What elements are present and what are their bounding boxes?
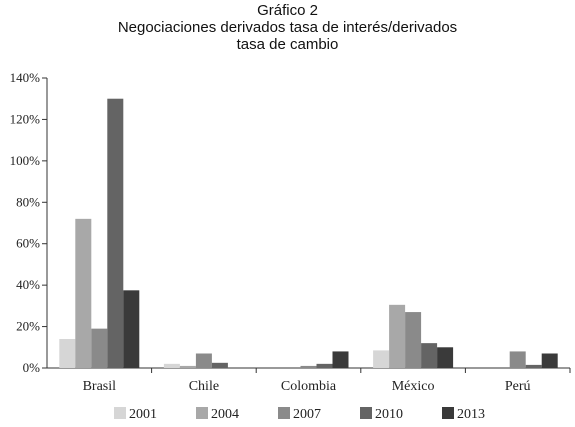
x-category-label: México	[392, 379, 435, 394]
legend-swatch-2013	[442, 407, 454, 419]
bar-chile-2010	[211, 362, 228, 368]
chart-subtitle-line-2: tasa de cambio	[236, 36, 339, 53]
chart-title: Gráfico 2	[257, 2, 318, 19]
bar-méxico-2010	[421, 343, 438, 368]
legend-swatch-2007	[278, 407, 290, 419]
y-tick-label: 20%	[16, 319, 40, 334]
legend-swatch-2010	[360, 407, 372, 419]
bar-colombia-2013	[332, 351, 349, 368]
bar-perú-2010	[525, 364, 542, 368]
bar-colombia-2007	[300, 365, 317, 368]
y-tick-label: 40%	[16, 277, 40, 292]
chart-subtitle-line-1: Negociaciones derivados tasa de interés/…	[117, 19, 458, 36]
bar-chile-2004	[179, 365, 196, 368]
legend-swatch-2001	[114, 407, 126, 419]
bar-chile-2007	[195, 353, 212, 368]
x-category-label: Perú	[505, 379, 531, 394]
bar-brasil-2001	[59, 339, 76, 368]
bar-brasil-2013	[123, 290, 140, 368]
x-category-label: Brasil	[83, 379, 117, 394]
x-category-label: Chile	[189, 379, 219, 394]
legend-label-2007: 2007	[293, 407, 321, 422]
bar-méxico-2013	[437, 347, 454, 368]
bar-perú-2013	[541, 353, 558, 368]
bar-brasil-2007	[91, 328, 108, 368]
bar-colombia-2010	[316, 363, 333, 368]
bar-méxico-2007	[405, 312, 422, 368]
legend-label-2001: 2001	[129, 407, 157, 422]
bar-méxico-2001	[373, 350, 390, 368]
y-tick-label: 140%	[10, 70, 41, 85]
legend-label-2010: 2010	[375, 407, 403, 422]
bar-perú-2007	[509, 351, 526, 368]
bar-chile-2001	[163, 363, 180, 368]
y-tick-label: 100%	[10, 153, 41, 168]
legend-label-2004: 2004	[211, 407, 239, 422]
y-tick-label: 0%	[23, 360, 41, 375]
chart-title-block: Gráfico 2 Negociaciones derivados tasa d…	[0, 2, 575, 53]
x-category-label: Colombia	[281, 379, 337, 394]
y-tick-label: 80%	[16, 194, 40, 209]
y-tick-label: 120%	[10, 111, 41, 126]
legend-label-2013: 2013	[457, 407, 485, 422]
legend-swatch-2004	[196, 407, 208, 419]
bar-méxico-2004	[389, 304, 406, 368]
bar-brasil-2004	[75, 218, 92, 368]
y-tick-label: 60%	[16, 236, 40, 251]
bar-brasil-2010	[107, 98, 124, 368]
